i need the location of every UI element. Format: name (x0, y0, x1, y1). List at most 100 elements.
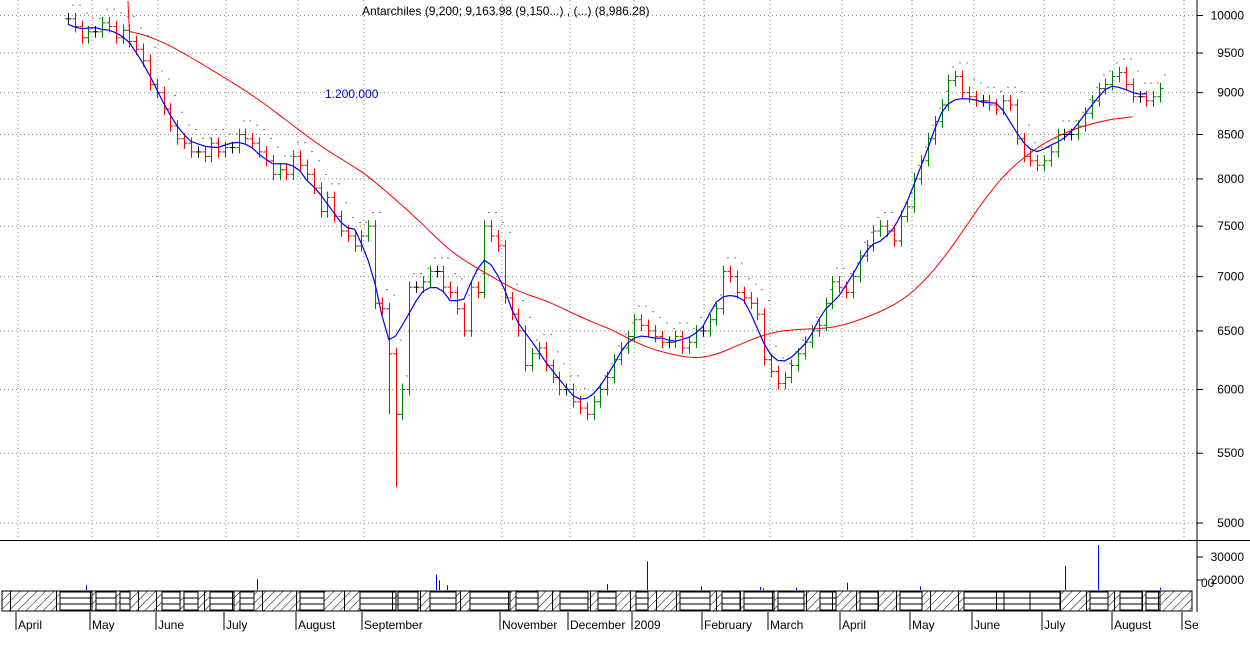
trail-dot (434, 257, 436, 259)
fast-moving-average-line (67, 23, 1147, 400)
timeline-box (597, 591, 617, 611)
trail-dot (495, 212, 497, 214)
trail-dot (454, 273, 456, 275)
price-axis: 5000 5500 6000 6500 7000 7500 8000 8500 9000 9500… (1197, 9, 1245, 530)
trail-dot (86, 12, 88, 14)
timeline-band (1, 590, 1193, 612)
trail-dot (652, 311, 654, 313)
trail-dot (795, 351, 797, 353)
trail-dot (270, 137, 272, 139)
trail-dot (1123, 58, 1125, 60)
trail-dot (543, 333, 545, 335)
timeline-box (359, 591, 397, 611)
trail-dot (925, 146, 927, 148)
trail-dot (884, 212, 886, 214)
trail-dot (1068, 120, 1070, 122)
trail-dot (420, 273, 422, 275)
trail-dot (188, 124, 190, 126)
trail-dot (775, 345, 777, 347)
timeline-box (1145, 591, 1161, 611)
trail-dot (604, 375, 606, 377)
trail-dot (755, 283, 757, 285)
trail-dot (1157, 82, 1159, 84)
timeline-box (963, 591, 1005, 611)
timeline-box (1029, 591, 1061, 611)
trail-dot (345, 202, 347, 204)
trail-dot (734, 257, 736, 259)
timeline-box (679, 591, 711, 611)
price-tick-label: 7500 (1217, 219, 1244, 233)
trail-dot (666, 322, 668, 324)
trail-dot (461, 278, 463, 280)
month-label: 2009 (634, 618, 661, 632)
trail-dot (181, 111, 183, 113)
timeline-box (777, 591, 805, 611)
timeline-box (95, 591, 117, 611)
trail-dot (625, 333, 627, 335)
timeline-box (743, 591, 775, 611)
trail-dot (311, 151, 313, 153)
trail-dot (256, 124, 258, 126)
trail-dot (365, 221, 367, 223)
trail-dot (359, 221, 361, 223)
trail-dot (236, 133, 238, 135)
trail-dot (1048, 146, 1050, 148)
month-label: May (912, 618, 935, 632)
month-label: August (1114, 618, 1152, 632)
trail-dot (891, 212, 893, 214)
timeline-box (59, 591, 93, 611)
trail-dot (304, 142, 306, 144)
price-tick-label: 9000 (1217, 86, 1244, 100)
trail-dot (1034, 142, 1036, 144)
price-tick-label: 10000 (1211, 9, 1245, 23)
trail-dot (127, 16, 129, 18)
trail-dot (1116, 62, 1118, 64)
timeline-box (515, 591, 539, 611)
trail-dot (427, 267, 429, 269)
trail-dot (222, 129, 224, 131)
timeline-box (1003, 591, 1033, 611)
trail-dot (973, 78, 975, 80)
trail-dot (372, 212, 374, 214)
month-label: November (502, 618, 557, 632)
trail-dot (645, 305, 647, 307)
trail-dot (768, 300, 770, 302)
trail-dot (400, 339, 402, 341)
trail-dot (1075, 120, 1077, 122)
timeline-box (859, 591, 879, 611)
trail-dot (679, 322, 681, 324)
price-tick-label: 7000 (1217, 270, 1244, 284)
trail-dot (447, 257, 449, 259)
trail-dot (959, 62, 961, 64)
trail-dot (864, 241, 866, 243)
price-tick-label: 8000 (1217, 172, 1244, 186)
trail-dot (338, 183, 340, 185)
trail-dot (1089, 99, 1091, 101)
timeline-box (1089, 591, 1109, 611)
trail-dot (918, 164, 920, 166)
timeline-box (559, 591, 589, 611)
trail-dot (673, 328, 675, 330)
timeline-box (469, 591, 511, 611)
trail-dot (174, 94, 176, 96)
volume-axis: 20000 30000 (1197, 550, 1244, 587)
trail-dot (816, 316, 818, 318)
volume-tick-label: 20000 (1211, 573, 1245, 587)
trail-dot (611, 363, 613, 365)
month-label: May (92, 618, 115, 632)
trail-dot (761, 289, 763, 291)
trail-dot (331, 183, 333, 185)
trail-dot (966, 62, 968, 64)
trail-dot (748, 278, 750, 280)
timeline-box (721, 591, 741, 611)
timeline-box (635, 591, 649, 611)
trail-dot (830, 289, 832, 291)
trail-dot (229, 133, 231, 135)
trail-dot (140, 27, 142, 29)
trail-dot (714, 305, 716, 307)
trail-dot (577, 375, 579, 377)
trail-dot (536, 339, 538, 341)
trail-dot (932, 124, 934, 126)
trail-dot (952, 66, 954, 68)
trail-dot (379, 212, 381, 214)
